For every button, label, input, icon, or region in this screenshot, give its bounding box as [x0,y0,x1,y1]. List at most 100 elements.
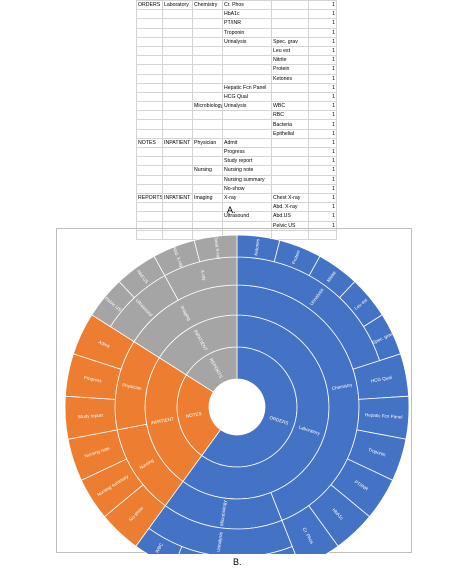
table-cell: Spec. grav [271,36,309,47]
table-cell: HbA1c [222,9,272,20]
sunburst-label-chemistry: Chemistry [331,382,353,391]
table-cell [136,91,163,103]
sunburst-label-hepatic-fcn-panel: Hepatic Fcn Panel [365,412,403,419]
hierarchy-table: ORDERS Laboratory Chemistry Cr. Phos 1 HbA1c 1… [136,0,337,240]
table-cell [162,73,193,84]
table-cell [136,156,163,167]
table-cell [162,156,193,167]
table-cell: 1 [308,73,337,84]
table-row: Ultrasound Abd.US 1 [136,211,337,222]
table-cell [271,183,309,194]
table-cell [192,183,223,194]
sunburst-panel: ORDERS Laboratory Chemistry Urinalysis Keton… [56,228,412,554]
table-cell [162,202,193,213]
table-cell: 1 [308,55,337,66]
table-cell: Nursing [192,165,223,176]
table-cell: RBC [271,110,309,121]
table-cell: Abd.US [271,211,309,222]
table-cell [192,211,223,222]
table-cell [162,55,193,66]
table-cell [271,0,309,11]
sunburst-label-epithelial: Epithelial [273,553,282,554]
table-cell: Microbiology [192,101,223,112]
table-cell [136,9,163,20]
table-cell [136,146,163,158]
table-cell [271,9,309,20]
table-cell: Nursing summary [222,174,272,185]
table-cell: 1 [308,18,337,29]
table-cell [162,165,193,176]
data-table-panel: ORDERS Laboratory Chemistry Cr. Phos 1 HbA1c 1… [136,0,337,240]
sunburst-label-laboratory: Laboratory [298,424,321,436]
sunburst-label-physician: Physician [122,382,143,391]
table-cell: 1 [308,9,337,20]
table-cell [162,101,193,112]
table-cell: 1 [308,183,337,194]
table-cell: 1 [308,45,337,57]
sunburst-label-wbc: WBC [154,541,164,553]
table-cell [136,128,163,139]
table-cell [136,165,163,176]
table-cell [192,64,223,75]
table-cell [162,9,193,20]
table-cell [136,82,163,93]
table-cell: Hepatic Fcn Panel [222,82,272,93]
table-cell: Chemistry [192,0,223,11]
table-cell: INPATIENT [162,192,193,204]
table-cell [136,211,163,222]
table-cell: Epithelial [271,128,309,139]
table-cell: Progress [222,146,272,158]
table-cell [271,91,309,103]
table-cell [271,146,309,158]
table-cell [192,146,223,158]
table-cell [162,18,193,29]
table-cell [136,45,163,57]
table-row: Epithelial 1 [136,128,337,139]
table-cell: 1 [308,146,337,158]
table-row: Hepatic Fcn Panel 1 [136,82,337,93]
table-cell: REPORTS [136,192,163,204]
table-cell: Nitrite [271,55,309,66]
table-cell [192,82,223,93]
table-cell [162,183,193,194]
table-cell: Ketones [271,73,309,84]
table-cell: Laboratory [162,0,193,11]
table-cell [192,110,223,121]
sunburst-label-microbiology: Microbiology [219,499,227,526]
table-cell [192,156,223,167]
sunburst-label-notes: NOTES [185,411,201,419]
sunburst-label-ketones: Ketones [253,238,260,256]
table-cell [192,73,223,84]
table-row: HCG Qual 1 [136,91,337,103]
table-row: Nursing Nursing note 1 [136,165,337,176]
table-row: Microbiology Urinalysis WBC 1 [136,101,337,112]
table-cell [271,165,309,176]
table-cell: Abd. X-ray [271,202,309,213]
table-cell [192,128,223,139]
table-cell [271,18,309,29]
table-cell [162,128,193,139]
table-cell: Urinalysis [222,36,272,47]
table-cell: 1 [308,165,337,176]
table-cell [271,174,309,185]
table-row: Ketones 1 [136,73,337,84]
sunburst-label-hcg-qual: HCG Qual [370,375,392,384]
table-cell: 1 [308,101,337,112]
table-cell [192,202,223,213]
table-cell: HCG Qual [222,91,272,103]
sunburst-chart: ORDERS Laboratory Chemistry Urinalysis Keton… [64,234,410,554]
table-cell [192,45,223,57]
table-cell [136,183,163,194]
table-cell: 1 [308,128,337,139]
table-cell: 1 [308,220,337,231]
table-cell: 1 [308,174,337,185]
table-cell [192,91,223,103]
table-cell [271,156,309,167]
table-cell: 1 [308,27,337,38]
sunburst-label-chest-x-ray: Chest X-ray [213,235,221,260]
table-cell [162,211,193,222]
table-row: REPORTS INPATIENT Imaging X-ray Chest X-ray 1 [136,192,337,204]
table-row: PT/INR 1 [136,18,337,29]
table-row: Nitrite 1 [136,55,337,66]
table-cell [136,18,163,29]
